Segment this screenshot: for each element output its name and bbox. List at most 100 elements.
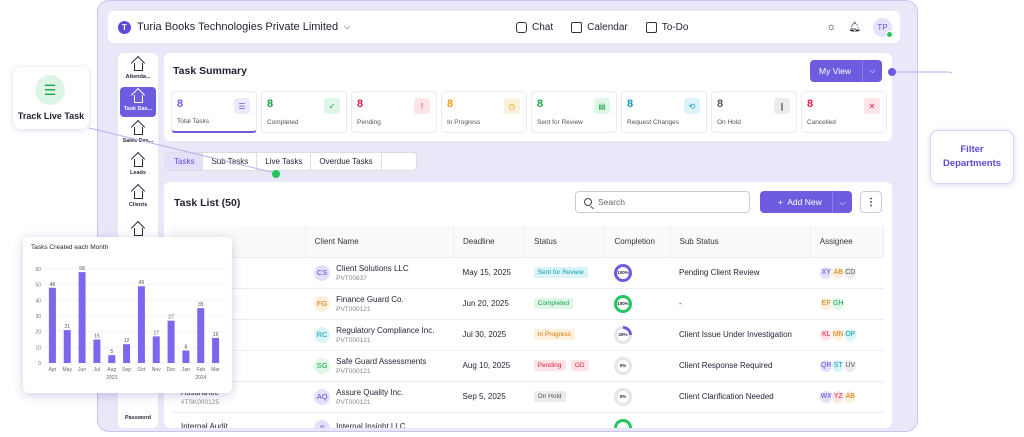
search-icon (584, 198, 592, 206)
column-header[interactable]: Deadline (453, 226, 526, 258)
assignee-avatar[interactable]: KL (819, 327, 834, 342)
column-header[interactable]: Client Name (305, 226, 455, 258)
client-name[interactable]: Safe Guard Assessments (336, 356, 427, 366)
client-name[interactable]: Internal Insight LLC (336, 422, 406, 428)
stat-value: 8 (537, 98, 544, 110)
completion-value (616, 421, 629, 428)
client-avatar: FG (314, 295, 331, 312)
deadline: Jun 20, 2025 (453, 288, 525, 320)
stat-card[interactable]: 8 Pending ! (351, 91, 437, 133)
assignee-avatar[interactable]: GH (831, 296, 846, 311)
completion-ring: 25% (613, 325, 632, 344)
assignee-avatar[interactable]: OP (843, 327, 858, 342)
column-header[interactable]: Completion (604, 226, 671, 258)
stat-value: 8 (447, 98, 454, 110)
pause-icon: ∥ (774, 98, 790, 114)
bell-icon[interactable]: 🔔︎ (848, 21, 861, 33)
x-tick-label: Jul (94, 367, 100, 373)
top-nav: Chat Calendar To-Do (516, 21, 688, 33)
bar-value-label: 16 (213, 332, 219, 338)
stat-card[interactable]: 8 Cancelled ✕ (801, 91, 887, 133)
sidebar-item-sales-dashboard[interactable]: Sales Das... (120, 119, 156, 149)
connector-line (89, 98, 277, 175)
nav-todo[interactable]: To-Do (645, 21, 688, 33)
sun-icon[interactable]: ☼ (826, 21, 837, 33)
sub-status: - (670, 288, 811, 320)
user-avatar[interactable]: TP (873, 17, 893, 38)
completion-value: 25% (616, 328, 629, 341)
task-list-title: Task List (50) (174, 197, 241, 209)
my-view-button[interactable]: My View ⌵ (810, 60, 882, 82)
tab-sub-tasks[interactable]: Sub Tasks (203, 153, 258, 170)
client-name[interactable]: Regulatory Compliance Inc. (336, 325, 435, 335)
chart-bar (152, 336, 160, 363)
stat-card[interactable]: 8 On Hold ∥ (711, 91, 797, 133)
sidebar-item-attendance[interactable]: Attenda... (120, 55, 156, 85)
table-row[interactable]: Internal Audit II Internal Insight LLC (172, 412, 884, 428)
stat-card[interactable]: 8 Total Tasks ☰ (171, 91, 257, 133)
tab-overdue-tasks[interactable]: Overdue Tasks (311, 153, 382, 170)
status-badge: In Progress (533, 329, 575, 340)
sub-status (670, 412, 811, 428)
sidebar-item-clients[interactable]: Clients (120, 183, 156, 213)
nav-chat[interactable]: Chat (516, 21, 553, 33)
assignee-avatar[interactable]: UV (843, 358, 858, 373)
task-summary-card: Task Summary My View ⌵ 8 Total Tasks ☰ 8 … (164, 53, 892, 141)
deadline (453, 412, 525, 428)
column-header[interactable]: Status (524, 226, 606, 258)
nav-calendar[interactable]: Calendar (571, 21, 628, 33)
status-badge: On Hold (533, 391, 566, 402)
y-tick-label: 50 (35, 283, 41, 289)
x-tick-label: Oct (138, 367, 146, 373)
client-avatar: II (314, 419, 331, 428)
add-new-button[interactable]: + Add New ⌵ (760, 191, 852, 213)
status-badge (533, 426, 542, 428)
column-header[interactable]: Sub Status (670, 226, 811, 258)
x-tick-label: Mar (211, 367, 220, 373)
client-name[interactable]: Client Solutions LLC (336, 263, 409, 273)
assignee-avatar[interactable]: CD (843, 265, 858, 280)
assignee-avatar[interactable]: QR (819, 358, 834, 373)
alert-icon: ! (414, 98, 430, 114)
search-input[interactable]: Search (575, 191, 750, 213)
sidebar-item-more[interactable] (120, 215, 156, 245)
sidebar-item-leads[interactable]: Leads (120, 151, 156, 181)
client-avatar: CS (314, 264, 331, 281)
tab-live-tasks[interactable]: Live Tasks (257, 153, 312, 170)
checkbox-icon (645, 21, 657, 33)
assignee-avatar[interactable]: AB (843, 389, 858, 404)
y-tick-label: 0 (38, 361, 41, 367)
client-name[interactable]: Assure Quality Inc. (336, 387, 404, 397)
column-header[interactable]: Assignee (810, 226, 885, 258)
status-badge: Completed (533, 298, 574, 309)
sidebar-item-password[interactable]: Password (125, 415, 151, 421)
stat-card[interactable]: 8 In Progress ◷ (441, 91, 527, 133)
status-badge: Pending (533, 360, 566, 371)
stat-card[interactable]: 8 Completed ✓ (261, 91, 347, 133)
tab-tasks[interactable]: Tasks (166, 153, 204, 170)
chevron-down-icon[interactable]: ⌵ (862, 60, 882, 82)
more-options-icon[interactable]: ⋮ (860, 191, 882, 213)
client-name[interactable]: Finance Guard Co. (336, 294, 404, 304)
deadline: Jul 30, 2025 (453, 319, 525, 351)
task-tabs: Tasks Sub Tasks Live Tasks Overdue Tasks (165, 152, 417, 171)
checklist-icon: ☰ (35, 75, 65, 105)
x-tick-label: Feb (196, 367, 205, 373)
company-switcher[interactable]: T Turia Books Technologies Private Limit… (118, 20, 350, 34)
stat-card[interactable]: 8 Request Changes ⟲ (621, 91, 707, 133)
home-icon (133, 127, 143, 135)
task-name[interactable]: Internal Audit (181, 422, 228, 428)
chart-bar (78, 272, 86, 363)
stat-card[interactable]: 8 Sent for Review ▤ (531, 91, 617, 133)
chevron-down-icon[interactable]: ⌵ (832, 191, 852, 213)
sidebar-item-task-dashboard[interactable]: Task Das... (120, 87, 156, 117)
assignee-group: XY AB CD (819, 265, 883, 280)
overdue-badge: OD (570, 360, 589, 371)
home-icon (133, 227, 143, 236)
